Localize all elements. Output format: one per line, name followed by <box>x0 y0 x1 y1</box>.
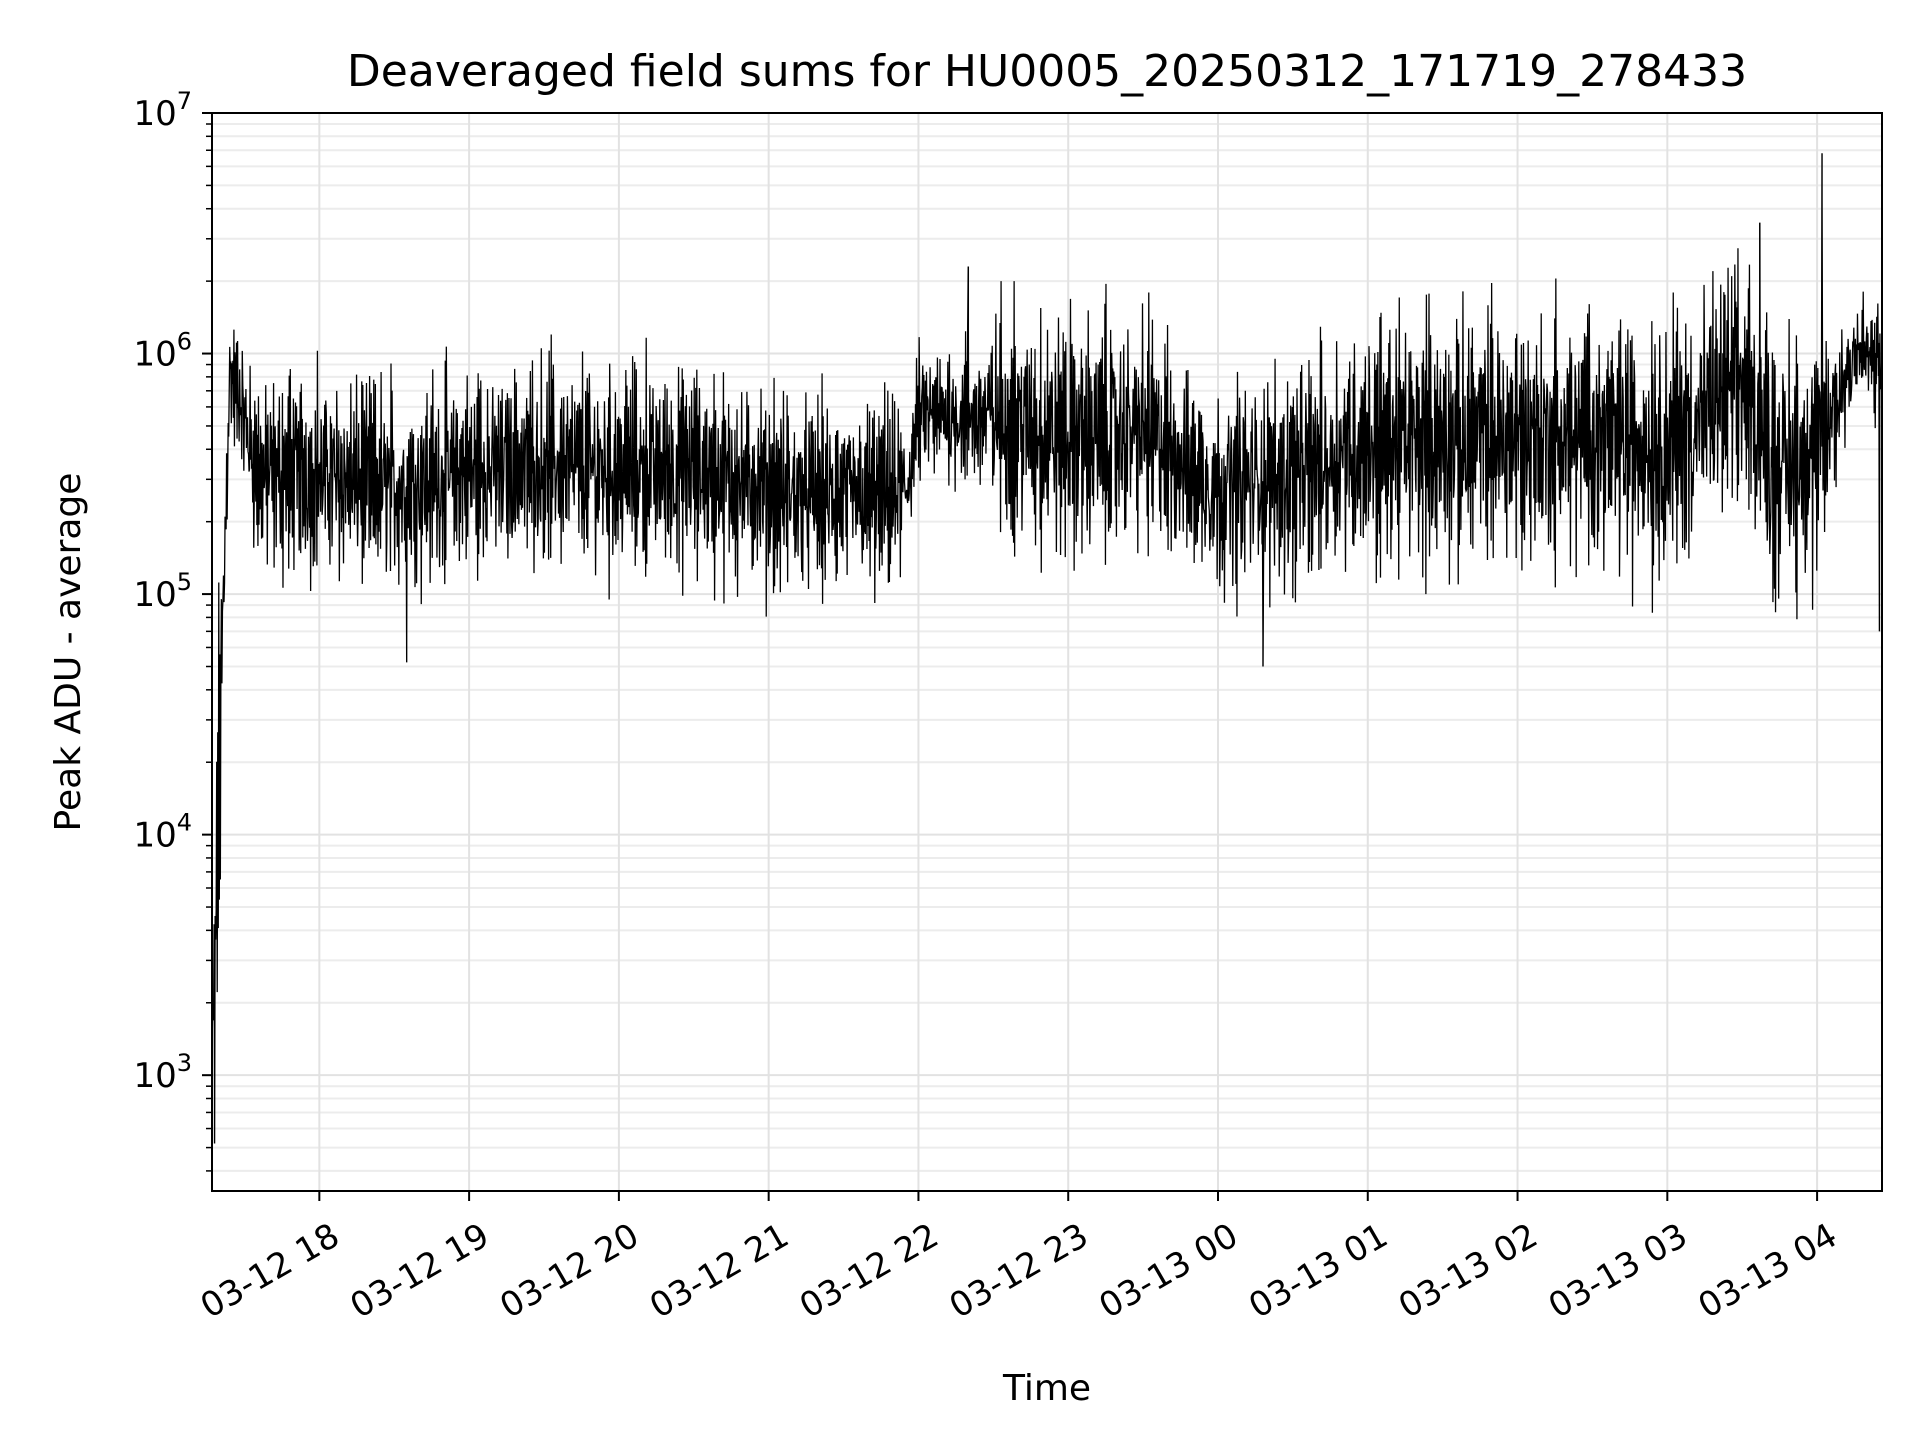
series-line <box>212 153 1882 1144</box>
x-axis-label: Time <box>1002 1368 1091 1409</box>
plot-frame <box>211 112 1883 1192</box>
y-tick-label: 103 <box>133 1049 192 1096</box>
chart-title: Deaveraged field sums for HU0005_2025031… <box>347 46 1747 97</box>
y-tick-label: 104 <box>133 809 192 856</box>
y-tick-label: 107 <box>133 87 192 134</box>
plot-area <box>212 153 1882 1144</box>
y-tick-label: 106 <box>133 328 192 375</box>
grid <box>212 112 1882 1191</box>
y-tick-label: 105 <box>133 568 192 615</box>
y-axis-label: Peak ADU - average <box>48 473 89 832</box>
series-group <box>212 153 1882 1144</box>
